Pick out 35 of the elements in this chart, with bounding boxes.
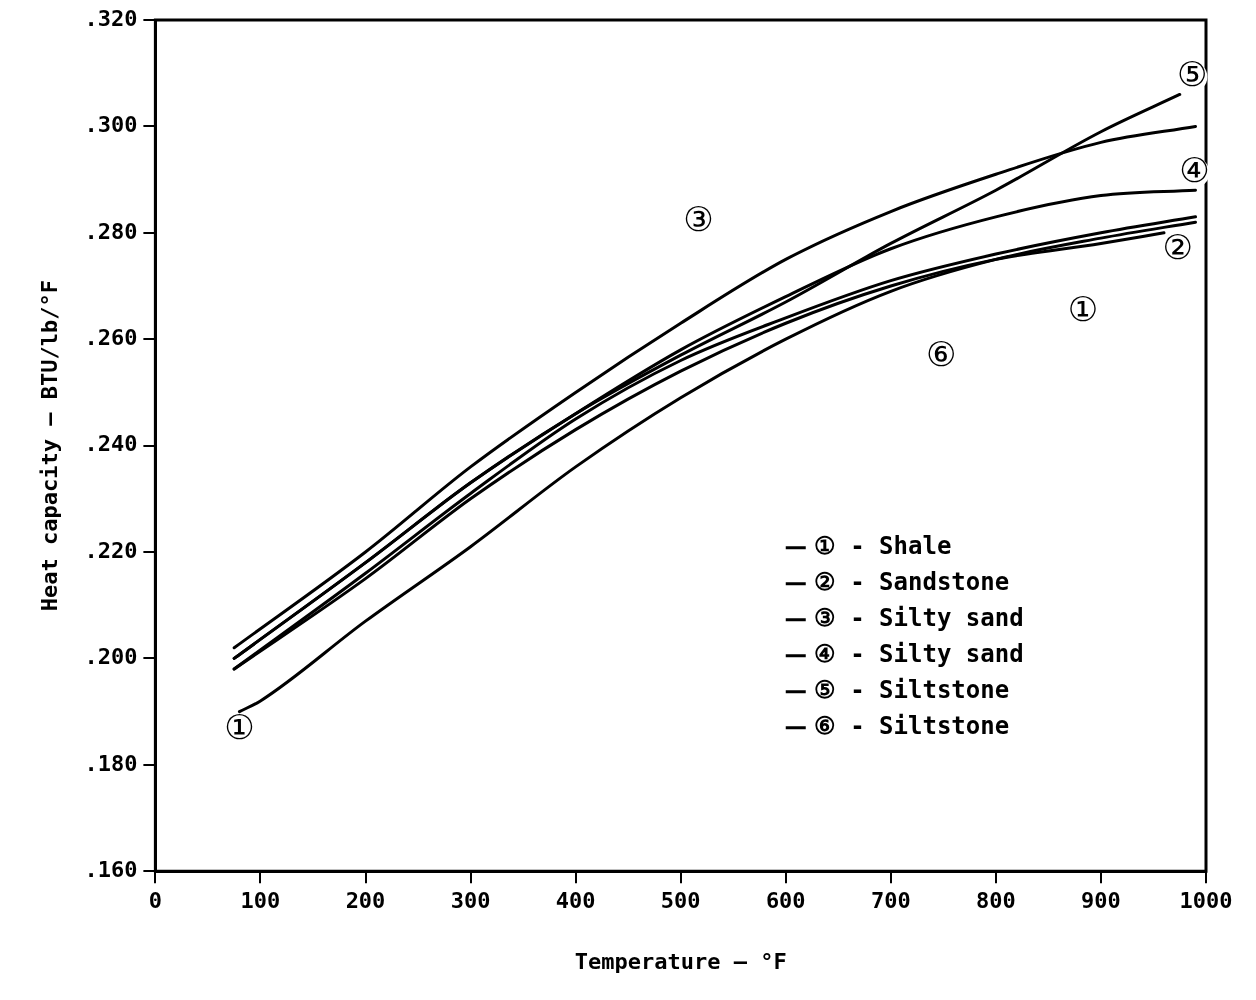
annotation: ⑥ — [926, 334, 957, 375]
y-tick-label: .300 — [84, 112, 138, 138]
x-tick-label: 1000 — [1179, 888, 1233, 914]
y-tick-label: .200 — [84, 644, 138, 670]
x-tick-label: 800 — [976, 888, 1016, 914]
y-tick-label: .260 — [84, 324, 138, 350]
y-tick-label: .180 — [84, 750, 138, 776]
x-tick-label: 500 — [660, 888, 701, 914]
x-tick-label: 700 — [870, 888, 911, 914]
legend-label: ③ - Silty sand — [813, 603, 1024, 632]
annotation: ④ — [1179, 149, 1210, 190]
annotation: ① — [224, 706, 255, 747]
x-axis-title: Temperature — °F — [574, 948, 787, 974]
x-tick-label: 300 — [450, 888, 491, 914]
annotation: ① — [1067, 289, 1099, 330]
legend-label: ④ - Silty sand — [813, 639, 1024, 668]
y-tick-label: .160 — [84, 856, 138, 882]
legend-label: ② - Sandstone — [813, 567, 1010, 596]
y-axis-title: Heat capacity — BTU/lb/°F — [36, 280, 62, 612]
annotation: ③ — [683, 198, 714, 239]
legend-label: ⑤ - Siltstone — [813, 675, 1010, 704]
x-tick-label: 0 — [148, 888, 163, 914]
x-tick-label: 100 — [240, 888, 281, 914]
y-tick-label: .280 — [84, 218, 138, 244]
y-tick-label: .240 — [84, 431, 138, 457]
legend-label: ⑥ - Siltstone — [813, 711, 1010, 740]
x-tick-label: 400 — [555, 888, 596, 914]
y-tick-label: .220 — [84, 537, 138, 563]
annotation: ② — [1162, 227, 1193, 268]
annotation: ⑤ — [1177, 53, 1208, 94]
x-tick-label: 900 — [1081, 888, 1121, 914]
legend-label: ① - Shale — [813, 531, 952, 560]
x-tick-label: 200 — [345, 888, 386, 914]
y-tick-label: .320 — [84, 5, 138, 31]
x-tick-label: 600 — [765, 888, 806, 914]
